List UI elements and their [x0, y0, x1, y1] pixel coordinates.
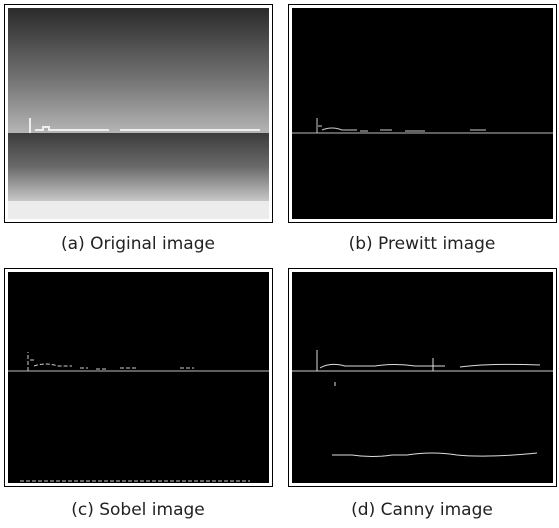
edge-image — [292, 272, 553, 483]
edge-image — [292, 8, 553, 219]
panel-original — [4, 4, 273, 223]
caption: (c) Sobel image — [71, 500, 205, 520]
sea — [8, 133, 269, 201]
panel-canny — [288, 268, 557, 487]
caption: (b) Prewitt image — [349, 234, 496, 254]
sky — [8, 8, 269, 133]
caption: (d) Canny image — [351, 500, 493, 520]
horizon-objects — [29, 118, 260, 133]
caption: (a) Original image — [61, 234, 215, 254]
panel-prewitt — [288, 4, 557, 223]
edges — [316, 350, 541, 457]
edges — [20, 352, 250, 482]
panel-sobel — [4, 268, 273, 487]
edges — [316, 118, 486, 133]
foreground — [8, 201, 269, 219]
edge-image — [8, 272, 269, 483]
